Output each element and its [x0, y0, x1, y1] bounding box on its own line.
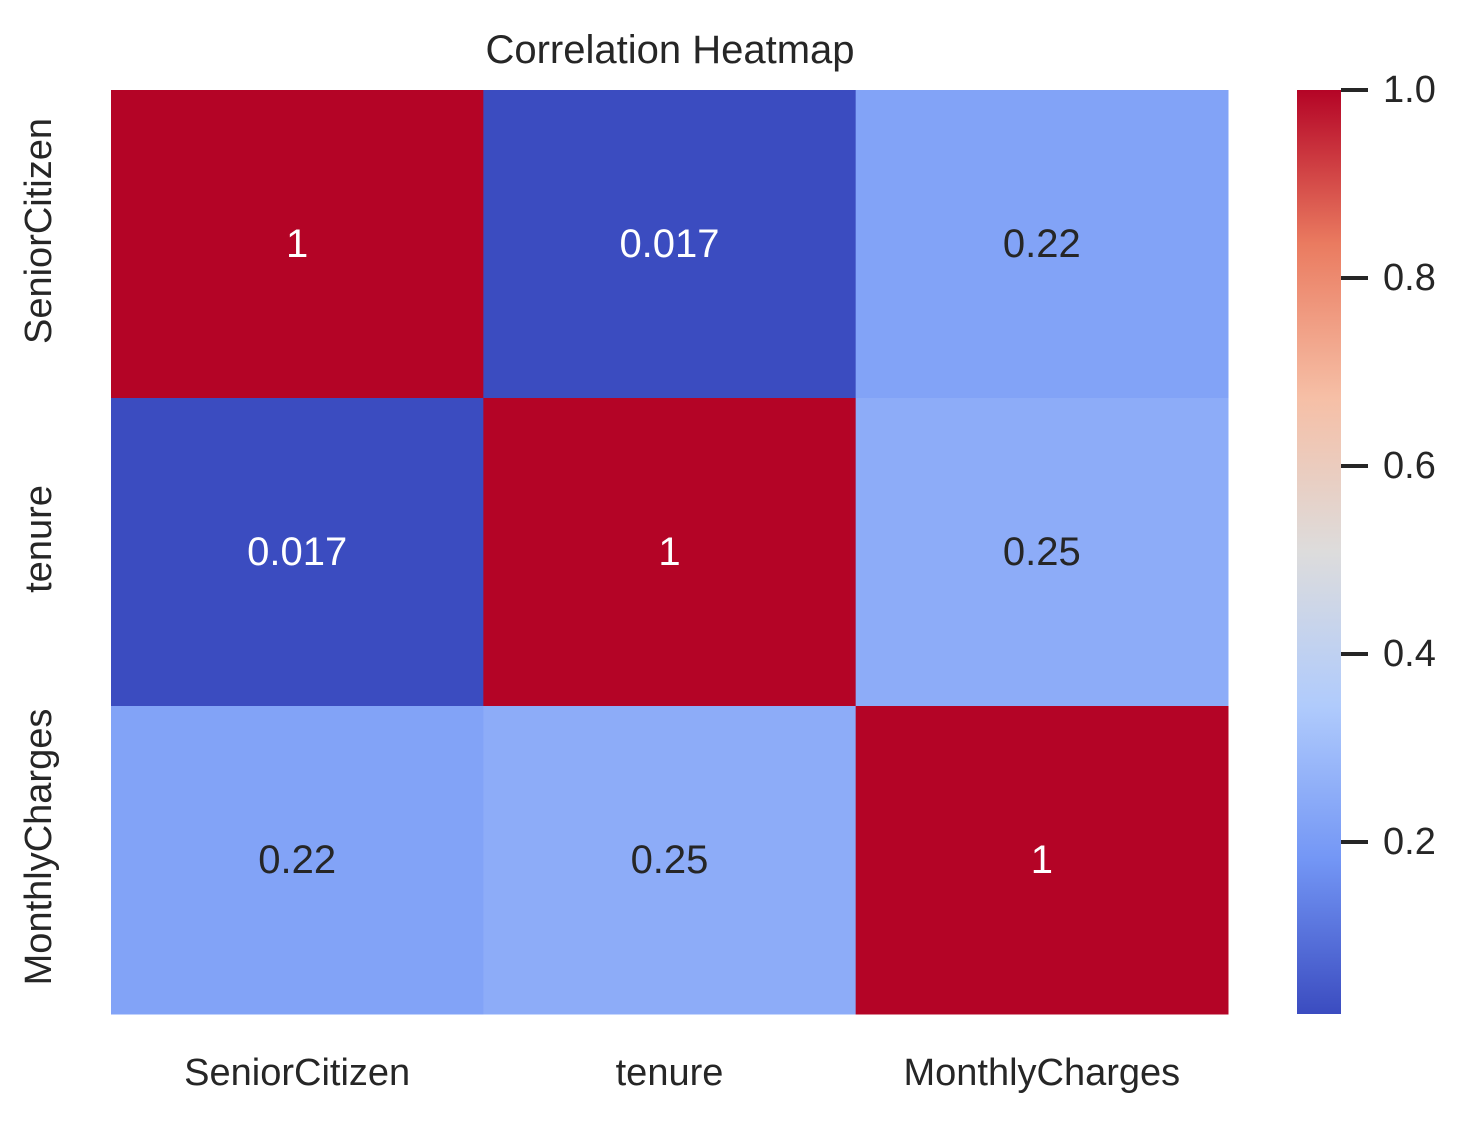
colorbar-tick-label: 1.0	[1383, 69, 1436, 111]
heatmap-cell	[855, 398, 1229, 707]
colorbar-gradient	[1297, 90, 1341, 1014]
y-axis-tick-labels: SeniorCitizen tenure MonthlyCharges	[18, 118, 60, 985]
heatmap-cell-annotation: 0.017	[619, 222, 719, 266]
heatmap-cell	[483, 90, 857, 399]
heatmap-cell-annotation: 1	[1031, 838, 1053, 882]
heatmap-cell	[855, 90, 1229, 399]
x-tick-label: SeniorCitizen	[184, 1052, 410, 1094]
y-tick-label: tenure	[18, 485, 60, 593]
heatmap-cell-annotation: 0.22	[1003, 222, 1081, 266]
heatmap-cell	[855, 706, 1229, 1015]
heatmap-cell-annotation: 1	[286, 222, 308, 266]
colorbar-tick-label: 0.8	[1383, 257, 1436, 299]
heatmap-cell-annotation: 0.25	[1003, 530, 1081, 574]
colorbar-tick-label: 0.4	[1383, 633, 1436, 675]
heatmap-cell	[483, 398, 857, 707]
x-axis-tick-labels: SeniorCitizen tenure MonthlyCharges	[184, 1052, 1180, 1094]
heatmap-cell-annotation: 0.22	[258, 838, 336, 882]
heatmap-cell-annotation: 0.017	[247, 530, 347, 574]
heatmap-cell	[483, 706, 857, 1015]
heatmap-cell-annotation: 0.25	[631, 838, 709, 882]
heatmap-cell	[111, 90, 484, 399]
heatmap-cell-annotation: 1	[658, 530, 680, 574]
y-tick-label: MonthlyCharges	[18, 709, 60, 986]
colorbar-tick-label: 0.2	[1383, 821, 1436, 863]
colorbar-tick-label: 0.6	[1383, 445, 1436, 487]
chart-title: Correlation Heatmap	[485, 28, 854, 72]
colorbar: 0.2 0.4 0.6 0.8 1.0	[1297, 69, 1436, 1014]
heatmap-cell	[111, 706, 484, 1015]
heatmap-cells	[111, 90, 1229, 1015]
x-tick-label: MonthlyCharges	[903, 1052, 1180, 1094]
heatmap-cell	[111, 398, 484, 707]
heatmap-annotations: 1 0.017 0.22 0.017 1 0.25 0.22 0.25 1	[247, 222, 1081, 882]
x-tick-label: tenure	[616, 1052, 724, 1094]
y-tick-label: SeniorCitizen	[18, 118, 60, 344]
